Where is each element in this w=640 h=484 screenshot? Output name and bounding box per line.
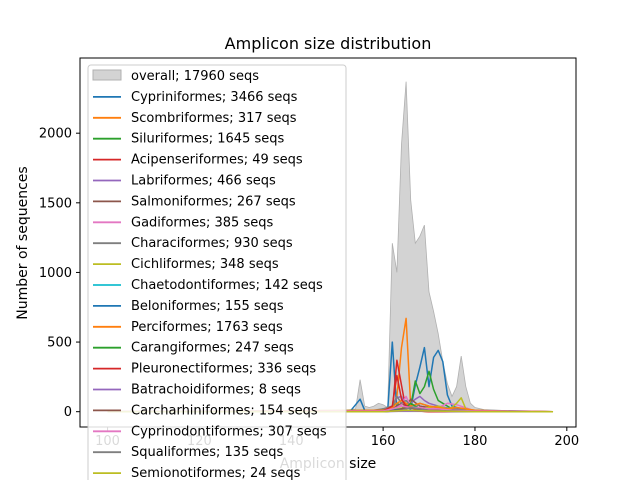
y-axis-ticks: 0 500 1000 1500 2000: [39, 127, 80, 420]
y-tick-label: 1000: [39, 266, 72, 281]
legend-label-13: Carangiformes; 247 seqs: [131, 341, 294, 356]
y-axis-label: Number of sequences: [15, 166, 31, 319]
y-tick-label: 2000: [39, 127, 72, 142]
legend: overall; 17960 seqs Cypriniformes; 3466 s…: [87, 64, 347, 484]
legend-label-10: Chaetodontiformes; 142 seqs: [131, 278, 323, 293]
y-tick-label: 0: [64, 405, 72, 420]
legend-label-7: Gadiformes; 385 seqs: [131, 215, 273, 230]
legend-label-9: Cichliformes; 348 seqs: [131, 257, 279, 272]
x-tick-label: 180: [463, 434, 488, 449]
legend-label-5: Labriformes; 466 seqs: [131, 174, 276, 189]
legend-label-15: Batrachoidiformes; 8 seqs: [131, 383, 301, 398]
legend-label-19: Semionotiformes; 24 seqs: [131, 466, 301, 480]
legend-box: [87, 64, 347, 484]
y-tick-label: 500: [47, 336, 72, 351]
legend-label-17: Cyprinodontiformes; 307 seqs: [131, 424, 327, 439]
legend-label-1: Cypriniformes; 3466 seqs: [131, 90, 298, 105]
legend-swatch-overall: [92, 69, 122, 81]
legend-label-8: Characiformes; 930 seqs: [131, 236, 293, 251]
legend-label-2: Scombriformes; 317 seqs: [131, 111, 297, 126]
y-tick-label: 1500: [39, 196, 72, 211]
legend-label-14: Pleuronectiformes; 336 seqs: [131, 362, 316, 377]
plot-area: [79, 57, 577, 428]
legend-label-12: Perciformes; 1763 seqs: [131, 320, 283, 335]
legend-label-11: Beloniformes; 155 seqs: [131, 299, 284, 314]
x-tick-label: 200: [554, 434, 579, 449]
legend-label-16: Carcharhiniformes; 154 seqs: [131, 403, 318, 418]
overall-area: [107, 81, 554, 413]
series-line-12: [107, 399, 554, 413]
legend-label-18: Squaliformes; 135 seqs: [131, 445, 283, 460]
legend-label-overall: overall; 17960 seqs: [131, 69, 259, 84]
chart-title: Amplicon size distribution: [225, 34, 432, 53]
x-tick-label: 160: [371, 434, 396, 449]
legend-label-6: Salmoniformes; 267 seqs: [131, 194, 296, 209]
legend-label-3: Siluriformes; 1645 seqs: [131, 132, 285, 147]
legend-label-4: Acipenseriformes; 49 seqs: [131, 153, 303, 168]
